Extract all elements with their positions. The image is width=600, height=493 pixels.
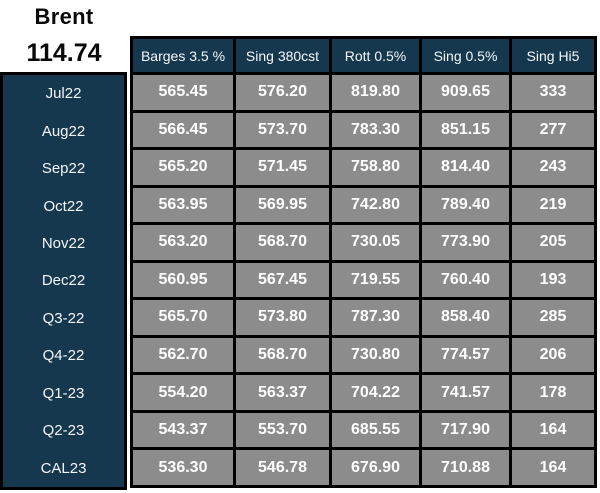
row-label-dec22: Dec22 (41, 272, 86, 290)
row-label-aug22: Aug22 (41, 122, 86, 140)
price-cell: 741.57 (419, 372, 512, 413)
table-row: 554.20 563.37 704.22 741.57 178 (130, 372, 597, 413)
row-label-q4-22: Q4-22 (42, 347, 85, 365)
price-cell: 789.40 (419, 184, 512, 226)
price-cell: 164 (509, 447, 597, 488)
table-row: 563.20 568.70 730.05 773.90 205 (130, 222, 597, 263)
row-label-oct22: Oct22 (43, 197, 84, 215)
table-row: 563.95 569.95 742.80 789.40 219 (130, 184, 597, 226)
column-header-rott05: Rott 0.5% (329, 36, 422, 75)
price-cell: 676.90 (329, 447, 422, 488)
price-cell: 565.45 (130, 72, 236, 113)
price-cell: 567.45 (233, 259, 332, 301)
price-cell: 704.22 (329, 372, 422, 413)
price-cell: 219 (509, 184, 597, 226)
price-cell: 565.70 (130, 297, 236, 338)
price-cell: 536.30 (130, 447, 236, 488)
price-cell: 562.70 (130, 334, 236, 376)
price-cell: 685.55 (329, 409, 422, 451)
brent-panel: Brent 114.74 (0, 0, 128, 68)
price-table: Barges 3.5 % Sing 380cst Rott 0.5% Sing … (130, 36, 597, 488)
row-label-q3-22: Q3-22 (42, 309, 85, 327)
table-row: 536.30 546.78 676.90 710.88 164 (130, 447, 597, 488)
table-row: 560.95 567.45 719.55 760.40 193 (130, 259, 597, 301)
price-cell: 814.40 (419, 147, 512, 188)
column-header-sing05: Sing 0.5% (419, 36, 512, 75)
price-cell: 243 (509, 147, 597, 188)
price-cell: 563.95 (130, 184, 236, 226)
price-cell: 787.30 (329, 297, 422, 338)
row-label-sep22: Sep22 (41, 160, 86, 178)
price-cell: 569.95 (233, 184, 332, 226)
table-row: 565.45 576.20 819.80 909.65 333 (130, 72, 597, 113)
price-cell: 730.05 (329, 222, 422, 263)
price-cell: 164 (509, 409, 597, 451)
table-row: 565.70 573.80 787.30 858.40 285 (130, 297, 597, 338)
row-label-nov22: Nov22 (41, 235, 86, 253)
price-cell: 819.80 (329, 72, 422, 113)
price-cell: 205 (509, 222, 597, 263)
price-cell: 717.90 (419, 409, 512, 451)
table-row: 543.37 553.70 685.55 717.90 164 (130, 409, 597, 451)
price-cell: 193 (509, 259, 597, 301)
price-cell: 773.90 (419, 222, 512, 263)
price-cell: 560.95 (130, 259, 236, 301)
row-label-column: Jul22 Aug22 Sep22 Oct22 Nov22 Dec22 Q3-2… (0, 72, 127, 490)
price-cell: 553.70 (233, 409, 332, 451)
price-cell: 543.37 (130, 409, 236, 451)
price-cell: 568.70 (233, 222, 332, 263)
row-label-q2-23: Q2-23 (42, 422, 85, 440)
price-cell: 563.37 (233, 372, 332, 413)
price-cell: 285 (509, 297, 597, 338)
price-cell: 573.70 (233, 109, 332, 151)
price-cell: 858.40 (419, 297, 512, 338)
table-row: 562.70 568.70 730.80 774.57 206 (130, 334, 597, 376)
price-cell: 730.80 (329, 334, 422, 376)
price-cell: 546.78 (233, 447, 332, 488)
row-label-jul22: Jul22 (45, 85, 82, 103)
price-cell: 573.80 (233, 297, 332, 338)
table-row: 565.20 571.45 758.80 814.40 243 (130, 147, 597, 188)
price-cell: 206 (509, 334, 597, 376)
price-cell: 566.45 (130, 109, 236, 151)
price-cell: 783.30 (329, 109, 422, 151)
price-cell: 576.20 (233, 72, 332, 113)
price-cell: 851.15 (419, 109, 512, 151)
price-cell: 568.70 (233, 334, 332, 376)
price-cell: 565.20 (130, 147, 236, 188)
row-label-q1-23: Q1-23 (42, 384, 85, 402)
price-cell: 774.57 (419, 334, 512, 376)
price-cell: 758.80 (329, 147, 422, 188)
column-header-sing380: Sing 380cst (233, 36, 332, 75)
brent-title: Brent (34, 4, 94, 29)
price-cell: 333 (509, 72, 597, 113)
price-cell: 719.55 (329, 259, 422, 301)
column-header-barges: Barges 3.5 % (130, 36, 236, 75)
price-cell: 554.20 (130, 372, 236, 413)
price-cell: 710.88 (419, 447, 512, 488)
price-cell: 760.40 (419, 259, 512, 301)
row-label-cal23: CAL23 (40, 459, 87, 477)
price-cell: 742.80 (329, 184, 422, 226)
header-row: Barges 3.5 % Sing 380cst Rott 0.5% Sing … (130, 36, 597, 75)
price-cell: 571.45 (233, 147, 332, 188)
price-cell: 178 (509, 372, 597, 413)
price-cell: 563.20 (130, 222, 236, 263)
table-row: 566.45 573.70 783.30 851.15 277 (130, 109, 597, 151)
price-cell: 277 (509, 109, 597, 151)
price-cell: 909.65 (419, 72, 512, 113)
brent-price: 114.74 (26, 39, 102, 67)
column-header-singhi5: Sing Hi5 (509, 36, 597, 75)
